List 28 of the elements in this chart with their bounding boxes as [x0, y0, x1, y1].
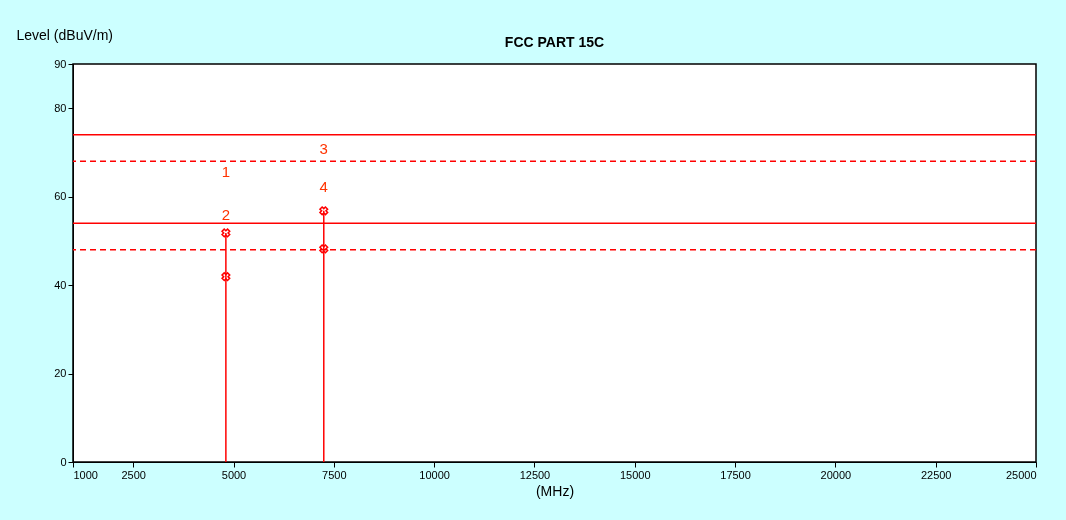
y-tick-label: 0	[60, 455, 67, 468]
chart-title: FCC PART 15C	[504, 34, 605, 50]
y-tick-label: 20	[54, 367, 67, 380]
x-tick-label: 25000	[1005, 468, 1037, 481]
x-tick-label: 1000	[73, 468, 98, 481]
point	[221, 228, 231, 238]
y-tick-label: 90	[54, 57, 67, 70]
x-tick-label: 10000	[419, 468, 450, 481]
point	[319, 244, 329, 254]
annotation: 1	[221, 162, 231, 180]
y-axis-title: Level (dBuV/m)	[16, 26, 113, 43]
annotation: 3	[319, 139, 328, 157]
x-tick-label: 7500	[322, 468, 347, 481]
x-tick-label: 22500	[920, 468, 952, 481]
x-tick-label: 15000	[619, 468, 651, 481]
point	[221, 272, 231, 282]
y-tick-label: 60	[54, 190, 67, 203]
y-tick-label: 40	[54, 278, 67, 291]
x-axis-title: (MHz)	[535, 482, 575, 499]
annotation: 4	[319, 177, 328, 195]
x-tick-label: 5000	[221, 468, 247, 481]
x-tick-label: 20000	[820, 468, 852, 481]
annotation: 2	[221, 205, 231, 223]
x-tick-label: 17500	[720, 468, 751, 481]
y-tick-label: 80	[54, 101, 67, 114]
x-tick-label: 12500	[519, 468, 551, 481]
point	[319, 206, 329, 216]
x-tick-label: 2500	[121, 468, 146, 481]
